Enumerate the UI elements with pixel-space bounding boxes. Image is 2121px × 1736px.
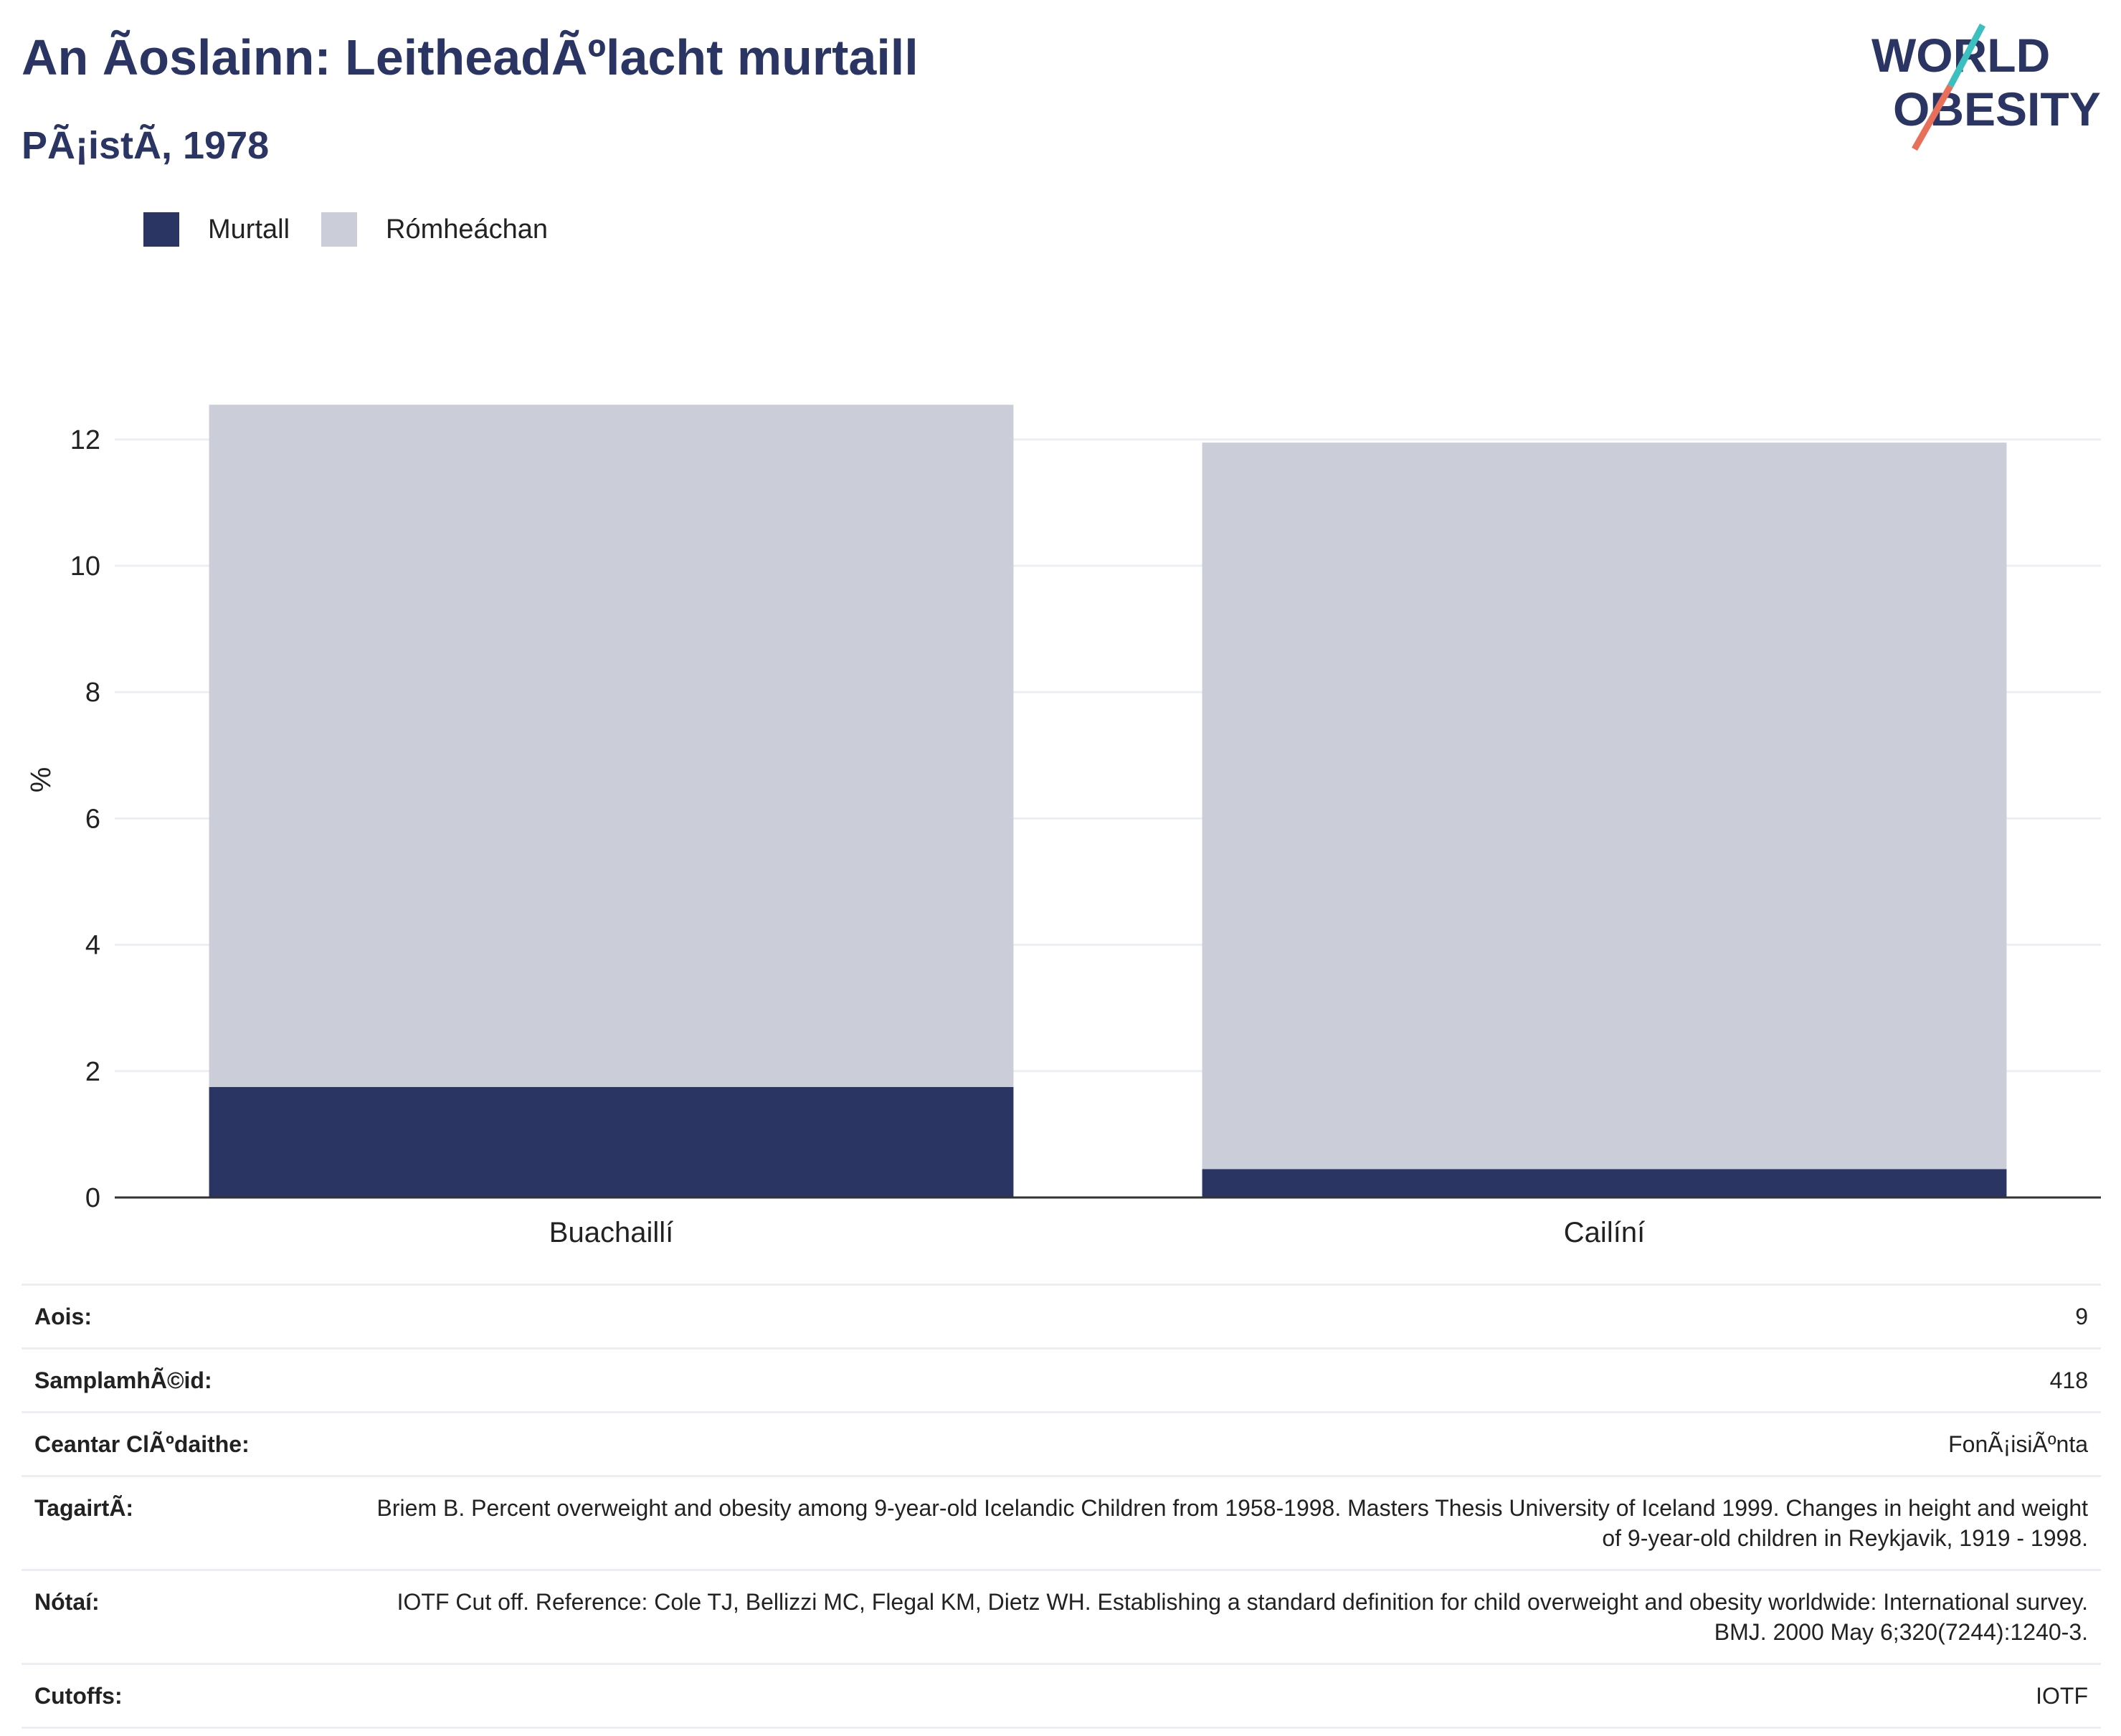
y-tick-label: 0 bbox=[85, 1183, 100, 1213]
info-key: Nótaí: bbox=[22, 1569, 348, 1665]
x-category-label: Cailíní bbox=[1564, 1217, 1645, 1248]
y-tick-label: 10 bbox=[70, 551, 100, 582]
info-value: FonÃ¡isiÃºnta bbox=[348, 1411, 2101, 1477]
info-key: SamplamhÃ©id: bbox=[22, 1347, 348, 1413]
info-value: IOTF Cut off. Reference: Cole TJ, Belliz… bbox=[348, 1569, 2101, 1665]
info-row: Ceantar ClÃºdaithe: FonÃ¡isiÃºnta bbox=[22, 1411, 2101, 1477]
chart-legend: Murtall Rómheáchan bbox=[143, 212, 579, 247]
bar-romheachan-0 bbox=[209, 404, 1014, 1087]
bar-murtall-0 bbox=[209, 1086, 1014, 1197]
info-key: Aois: bbox=[22, 1284, 348, 1350]
info-table: Aois: 9 SamplamhÃ©id: 418 Ceantar ClÃºdaithe… bbox=[22, 1284, 2101, 1729]
info-key: TagairtÃ: bbox=[22, 1475, 348, 1571]
info-row: TagairtÃ: Briem B. Percent overweight and… bbox=[22, 1475, 2101, 1571]
x-category-label: Buachaillí bbox=[549, 1217, 673, 1248]
page-subtitle: PÃ¡istÃ, 1978 bbox=[22, 124, 270, 167]
y-tick-label: 12 bbox=[70, 425, 100, 455]
info-row: SamplamhÃ©id: 418 bbox=[22, 1347, 2101, 1413]
y-tick-label: 8 bbox=[85, 678, 100, 708]
world-obesity-logo: WORLD OBESITY bbox=[1871, 23, 2101, 151]
info-value: 9 bbox=[348, 1284, 2101, 1350]
info-value: Briem B. Percent overweight and obesity … bbox=[348, 1475, 2101, 1571]
y-tick-label: 4 bbox=[85, 931, 100, 961]
info-key: Cutoffs: bbox=[22, 1663, 348, 1729]
page-title: An Ã­oslainn: LeitheadÃºlacht murtaill bbox=[22, 29, 919, 85]
bar-chart: 0 2 4 6 8 10 12 Buachaillí Cailíní bbox=[70, 404, 2101, 1248]
legend-item-murtall: Murtall bbox=[143, 212, 290, 247]
y-tick-label: 2 bbox=[85, 1057, 100, 1087]
bar-romheachan-1 bbox=[1202, 442, 2007, 1170]
bar-murtall-1 bbox=[1202, 1169, 2007, 1197]
legend-item-romheachan: Rómheáchan bbox=[321, 212, 548, 247]
info-value: 418 bbox=[348, 1347, 2101, 1413]
info-value: IOTF bbox=[348, 1663, 2101, 1729]
y-tick-label: 6 bbox=[85, 804, 100, 834]
info-row: Aois: 9 bbox=[22, 1284, 2101, 1350]
legend-label-romheachan: Rómheáchan bbox=[386, 214, 549, 245]
info-key: Ceantar ClÃºdaithe: bbox=[22, 1411, 348, 1477]
legend-swatch-murtall bbox=[143, 212, 179, 247]
info-row: Cutoffs: IOTF bbox=[22, 1663, 2101, 1729]
legend-swatch-romheachan bbox=[321, 212, 358, 247]
info-row: Nótaí: IOTF Cut off. Reference: Cole TJ, … bbox=[22, 1569, 2101, 1665]
legend-label-murtall: Murtall bbox=[208, 214, 290, 245]
